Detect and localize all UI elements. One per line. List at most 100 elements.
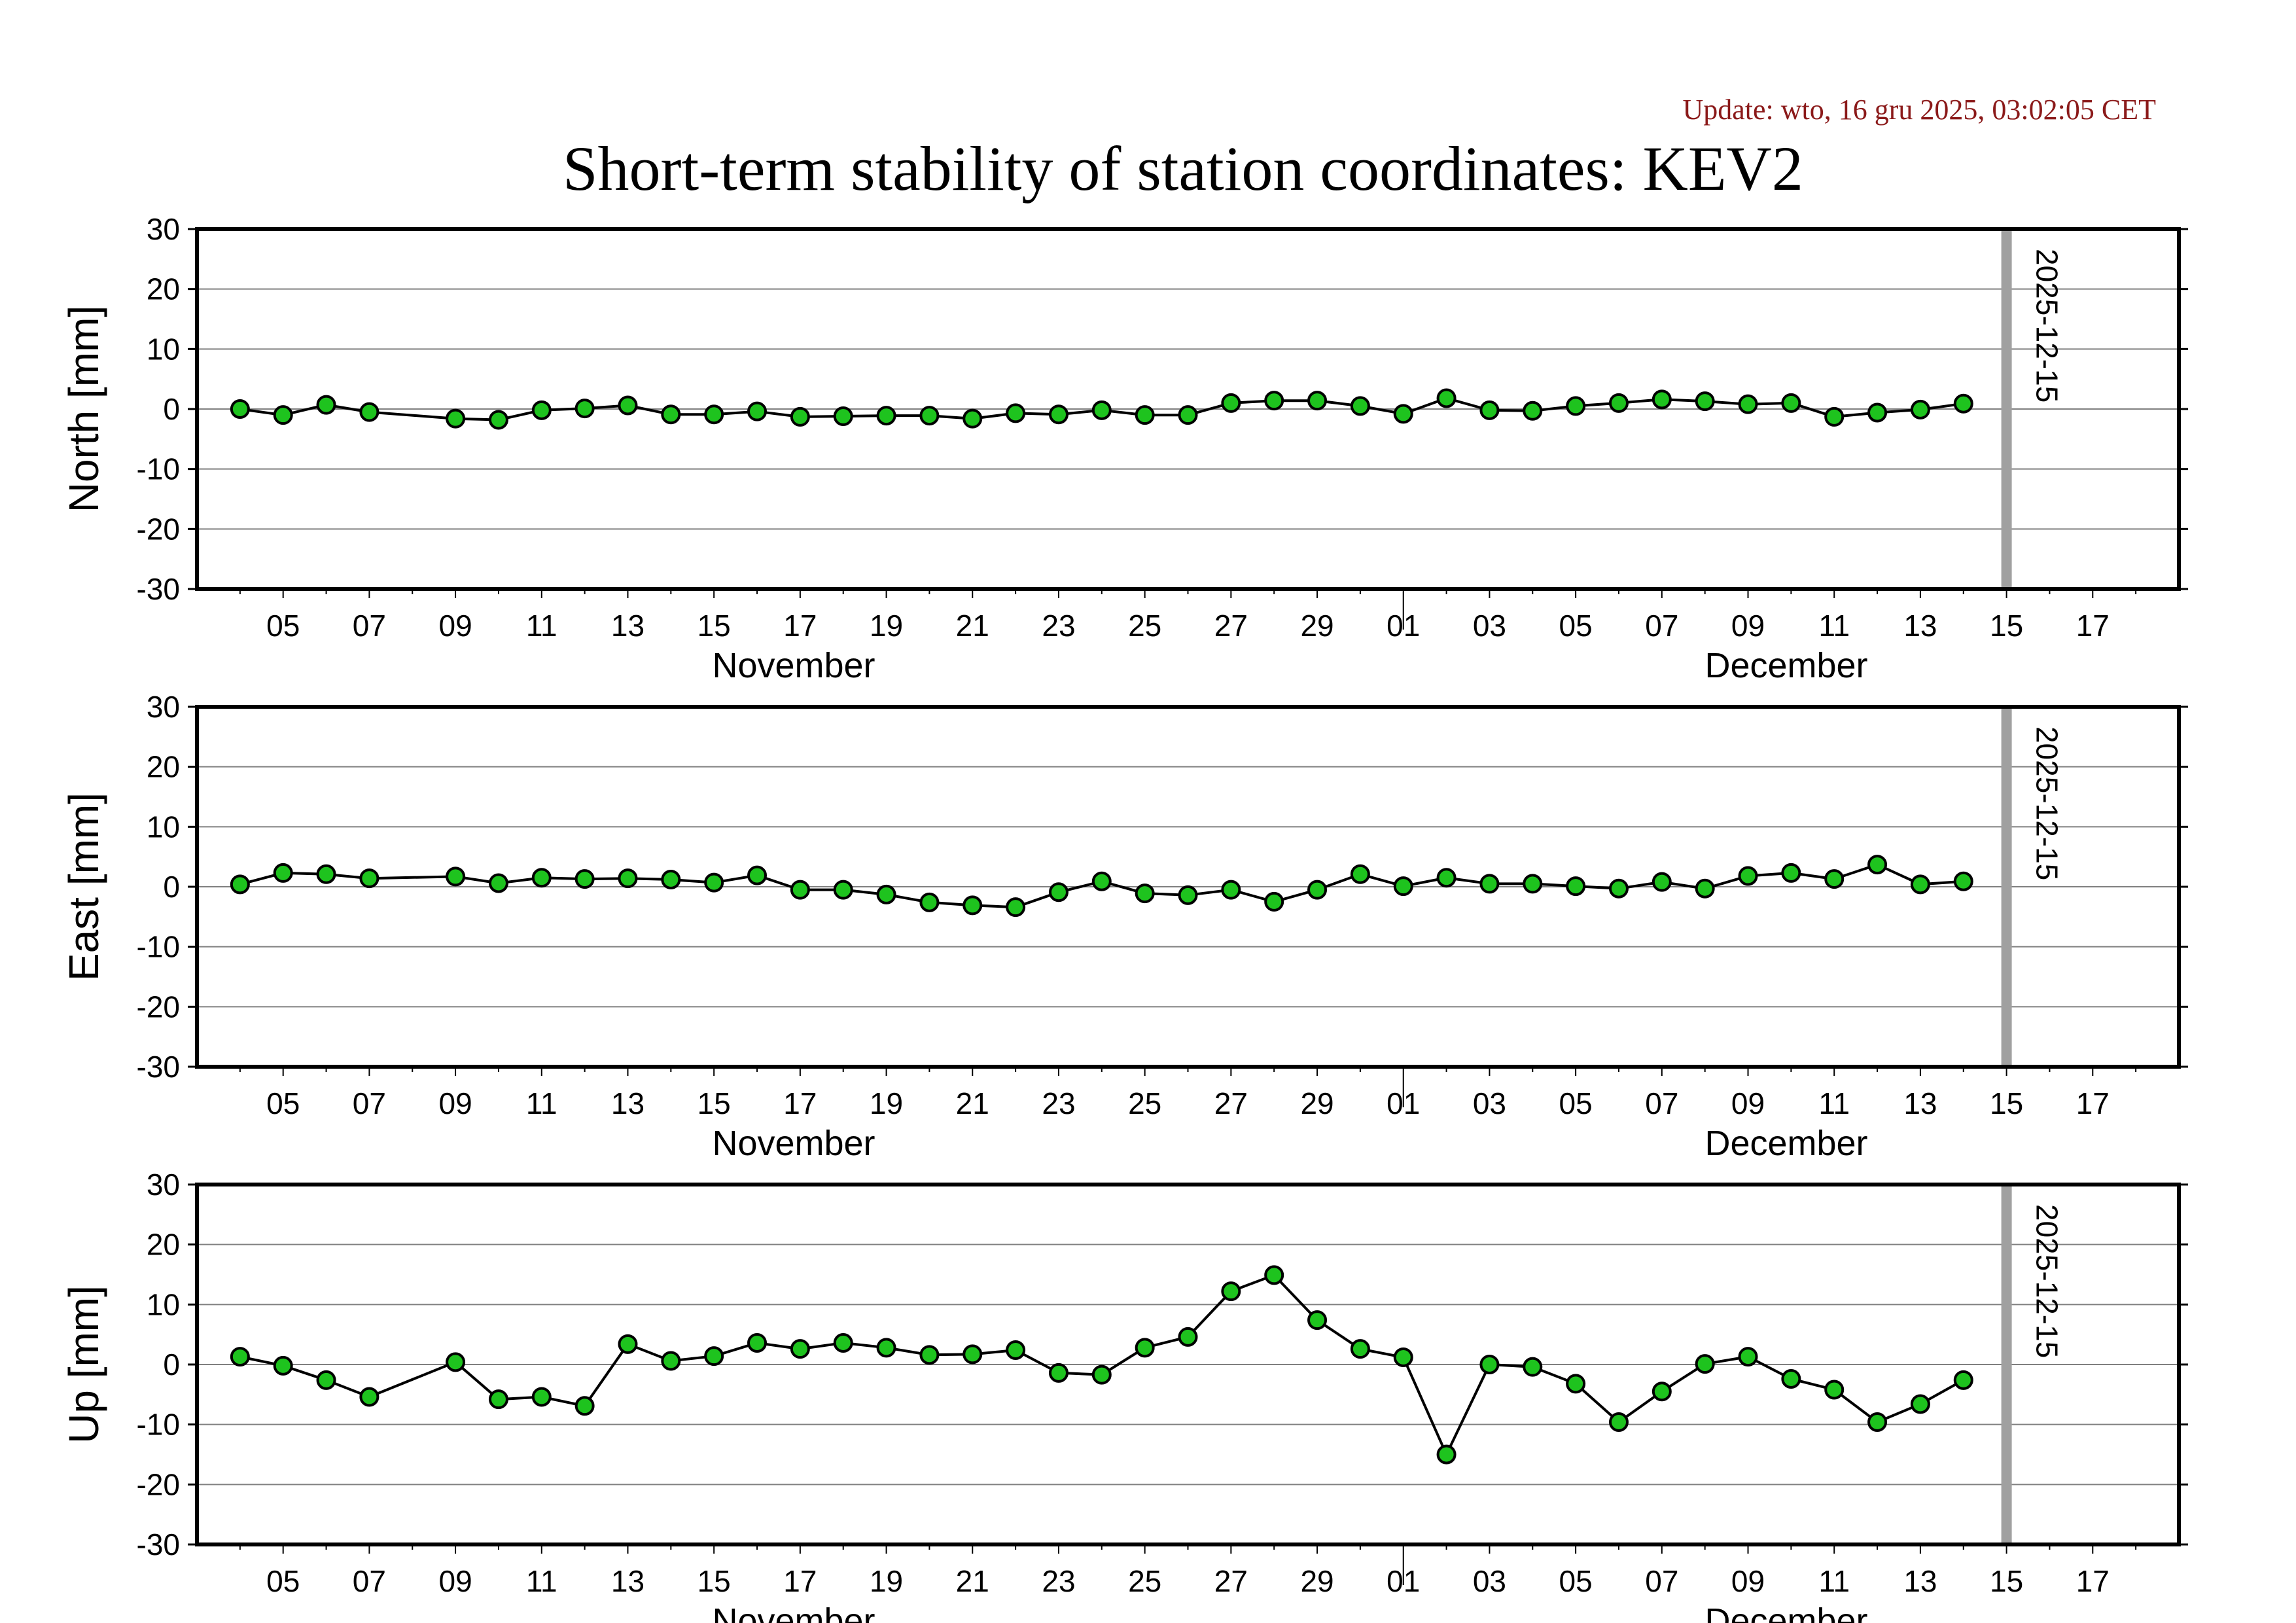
data-point: [531, 1387, 552, 1407]
y-tick-label: 20: [147, 272, 180, 306]
data-point: [919, 1345, 940, 1365]
x-tick-label: 09: [1731, 1086, 1765, 1120]
data-point: [1048, 404, 1069, 425]
plot-frame: [195, 705, 2181, 1069]
data-point: [618, 1334, 638, 1354]
x-tick-label: 05: [266, 1086, 300, 1120]
data-point: [230, 399, 250, 419]
x-tick-label: 01: [1386, 1086, 1420, 1120]
data-point: [1651, 1382, 1672, 1402]
data-point: [1867, 1412, 1888, 1432]
x-tick-label: 09: [439, 1086, 472, 1120]
x-tick-label: 05: [266, 609, 300, 643]
x-tick-label: 21: [956, 1086, 989, 1120]
data-point: [790, 1339, 810, 1359]
data-point: [1910, 399, 1930, 419]
data-point: [230, 874, 250, 895]
data-point: [790, 880, 810, 900]
data-point: [1006, 897, 1026, 918]
data-point: [1566, 1374, 1586, 1394]
y-tick-label: 0: [163, 392, 180, 426]
x-tick-label: 13: [1903, 1086, 1937, 1120]
x-tick-label: 13: [1903, 1564, 1937, 1598]
plot-frame: [195, 227, 2181, 591]
data-point: [1436, 388, 1457, 408]
month-label: December: [1704, 646, 1867, 685]
data-point: [790, 406, 810, 427]
x-tick-label: 15: [698, 1564, 731, 1598]
y-tick-label: 30: [147, 1168, 180, 1202]
data-point: [1781, 863, 1801, 883]
data-point: [1178, 405, 1198, 425]
data-point: [618, 868, 638, 889]
data-point: [963, 408, 983, 429]
data-point: [1651, 389, 1672, 410]
x-tick-label: 11: [1818, 1086, 1850, 1120]
x-tick-label: 05: [1559, 1086, 1593, 1120]
data-point: [1048, 1363, 1069, 1383]
x-tick-label: 11: [1818, 609, 1850, 643]
data-point: [273, 863, 293, 883]
data-point: [1221, 880, 1241, 900]
data-point: [704, 1346, 724, 1366]
x-tick-label: 11: [526, 1564, 557, 1598]
data-point: [359, 868, 380, 889]
x-tick-label: 07: [353, 609, 386, 643]
x-tick-label: 07: [353, 1086, 386, 1120]
data-point: [446, 866, 466, 887]
data-point: [273, 405, 293, 425]
data-point: [1393, 876, 1413, 897]
y-tick-label: -10: [137, 930, 180, 964]
x-tick-label: 19: [870, 609, 903, 643]
x-tick-label: 03: [1473, 609, 1506, 643]
y-axis-label: North [mm]: [60, 306, 107, 512]
data-point: [1048, 882, 1069, 902]
data-point: [1695, 1354, 1715, 1374]
data-point: [1738, 394, 1758, 414]
x-tick-label: 13: [611, 1564, 645, 1598]
data-point: [747, 401, 768, 421]
data-point: [1135, 405, 1155, 425]
data-point: [230, 1347, 250, 1367]
series-line: [239, 397, 1964, 421]
data-point: [1824, 869, 1845, 889]
x-tick-label: 29: [1300, 1564, 1333, 1598]
data-point: [1264, 1265, 1284, 1285]
x-tick-label: 23: [1042, 1564, 1075, 1598]
x-tick-label: 09: [1731, 1564, 1765, 1598]
data-point: [1178, 1327, 1198, 1347]
data-point: [661, 870, 681, 889]
data-point: [1006, 403, 1026, 423]
data-point: [1307, 391, 1328, 411]
data-point: [1953, 1370, 1973, 1390]
month-label: December: [1704, 1124, 1867, 1163]
data-point: [1221, 393, 1241, 413]
x-tick-label: 15: [1990, 1564, 2023, 1598]
x-tick-label: 19: [870, 1564, 903, 1598]
x-tick-label: 03: [1473, 1086, 1506, 1120]
y-tick-label: -10: [137, 452, 180, 486]
data-point: [1566, 396, 1586, 416]
x-tick-label: 07: [353, 1564, 386, 1598]
month-label: November: [712, 1601, 875, 1623]
data-point: [1350, 1339, 1370, 1359]
data-point: [1436, 1444, 1457, 1465]
panel-east: 30 20 10 0 -10 -20 -30 East [mm] 05 07 09 11 13 15 17 1…: [60, 690, 2188, 1163]
x-tick-label: 15: [698, 1086, 731, 1120]
data-point: [1781, 1369, 1801, 1389]
data-point: [1953, 393, 1973, 414]
data-point: [574, 1396, 595, 1416]
data-point: [1350, 396, 1370, 416]
x-tick-label: 05: [1559, 1564, 1593, 1598]
x-tick-label: 27: [1214, 1086, 1248, 1120]
month-label: December: [1704, 1601, 1867, 1623]
x-tick-label: 17: [2076, 1086, 2110, 1120]
data-point: [1608, 1412, 1629, 1432]
y-axis-label: East [mm]: [60, 793, 107, 981]
data-point: [531, 868, 552, 888]
data-point: [1091, 1364, 1112, 1385]
y-tick-label: 30: [147, 690, 180, 724]
x-tick-label: 17: [783, 1564, 817, 1598]
y-axis-label: Up [mm]: [60, 1285, 107, 1444]
data-point: [1393, 1347, 1413, 1367]
